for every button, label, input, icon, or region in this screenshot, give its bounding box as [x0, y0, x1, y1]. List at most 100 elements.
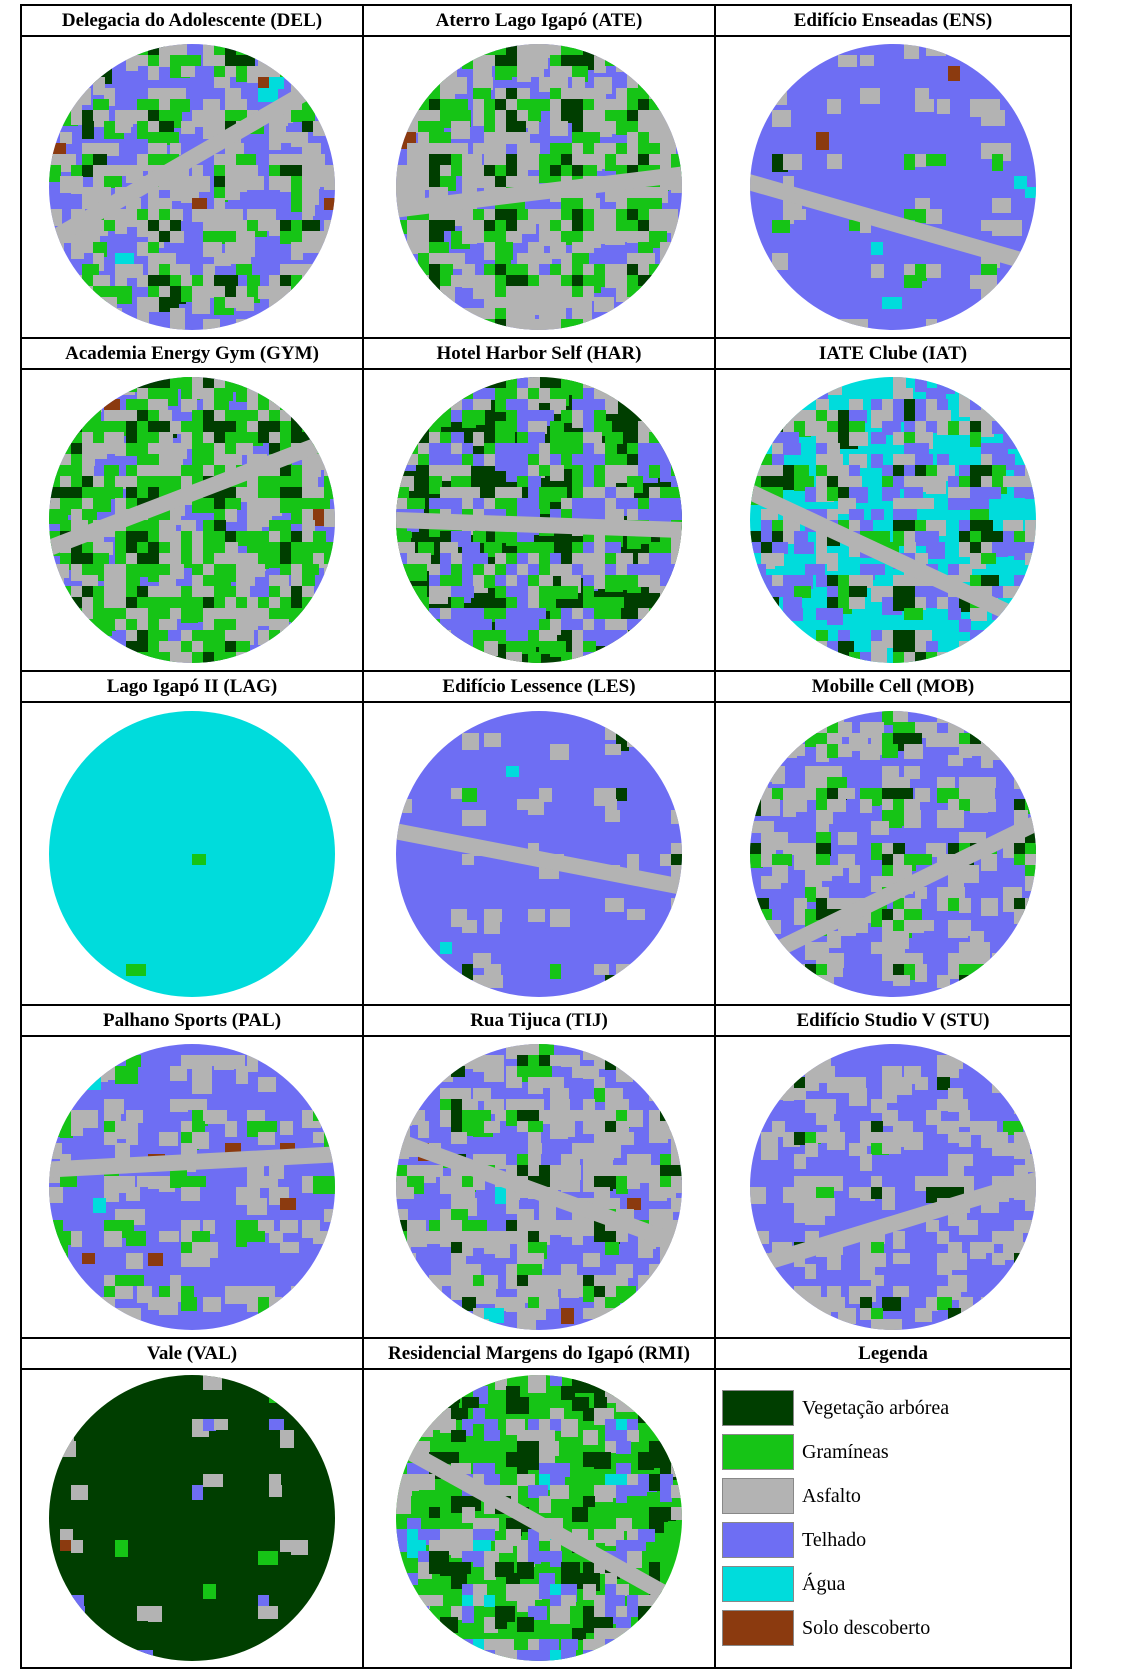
class-patch-grass	[616, 641, 636, 659]
class-patch-asphalt	[1014, 1077, 1029, 1095]
class-patch-asphalt	[638, 1044, 656, 1060]
class-patch-asphalt	[904, 1132, 923, 1150]
class-patch-asphalt	[71, 44, 88, 56]
class-patch-grass	[71, 410, 89, 423]
class-patch-roof	[805, 377, 818, 391]
class-patch-asphalt	[451, 121, 470, 139]
class-patch-asphalt	[671, 88, 682, 103]
land-cover-map-tij	[396, 1044, 682, 1330]
class-patch-asphalt	[750, 377, 765, 395]
class-patch-asphalt	[269, 1297, 282, 1313]
class-patch-grass	[407, 319, 427, 330]
class-patch-asphalt	[539, 1430, 555, 1442]
legend-item-soil: Solo descoberto	[722, 1606, 1070, 1650]
class-patch-asphalt	[605, 1628, 617, 1640]
class-patch-asphalt	[583, 242, 594, 253]
class-patch-grass	[258, 1297, 269, 1314]
class-patch-grass	[49, 421, 62, 436]
class-patch-grass	[649, 1066, 666, 1078]
panel-lag	[21, 702, 363, 1004]
class-patch-asphalt	[992, 733, 1012, 748]
class-patch-asphalt	[671, 920, 682, 934]
class-patch-asphalt	[959, 1297, 973, 1313]
class-patch-asphalt	[860, 55, 874, 66]
class-patch-asphalt	[313, 1132, 324, 1143]
class-patch-asphalt	[660, 421, 673, 434]
class-patch-roof	[871, 564, 885, 575]
class-patch-asphalt	[137, 308, 149, 324]
class-patch-asphalt	[605, 1650, 619, 1661]
class-patch-roof	[550, 1551, 562, 1567]
class-patch-asphalt	[236, 575, 255, 586]
class-patch-asphalt	[605, 898, 624, 912]
class-patch-asphalt	[616, 1319, 630, 1330]
class-patch-grass	[638, 297, 652, 315]
site-title-les: Edifício Lessence (LES)	[363, 671, 715, 702]
class-patch-roof	[528, 1650, 539, 1661]
class-patch-grass	[827, 744, 838, 758]
class-patch-grass	[258, 377, 276, 389]
class-patch-grass	[970, 432, 981, 447]
class-patch-asphalt	[1014, 586, 1029, 603]
class-patch-grass	[396, 1231, 407, 1246]
class-patch-asphalt	[407, 1044, 423, 1058]
class-patch-roof	[638, 399, 658, 412]
class-patch-roof	[794, 652, 806, 663]
class-patch-asphalt	[660, 733, 673, 750]
class-patch-asphalt	[418, 308, 438, 324]
class-patch-asphalt	[462, 308, 474, 321]
class-patch-grass	[126, 1231, 146, 1246]
class-patch-asphalt	[462, 854, 474, 865]
class-patch-water	[484, 1308, 504, 1323]
class-patch-asphalt	[159, 1231, 179, 1242]
class-patch-asphalt	[60, 297, 78, 314]
class-patch-asphalt	[396, 1088, 414, 1104]
class-patch-roof	[616, 630, 627, 648]
class-patch-roof	[750, 432, 764, 449]
class-patch-roof	[396, 1540, 408, 1552]
class-patch-grass	[904, 154, 915, 170]
class-patch-asphalt	[616, 964, 630, 978]
class-patch-asphalt	[93, 308, 112, 326]
class-patch-asphalt	[981, 799, 996, 812]
class-patch-grass	[396, 531, 411, 542]
class-patch-roof	[660, 454, 677, 466]
class-patch-grass	[302, 597, 314, 608]
class-patch-asphalt	[616, 44, 633, 56]
class-patch-asphalt	[302, 66, 313, 79]
class-patch-water	[269, 77, 284, 89]
class-patch-tree	[638, 1408, 652, 1423]
class-patch-asphalt	[761, 821, 774, 832]
class-patch-asphalt	[616, 55, 632, 72]
class-patch-asphalt	[269, 1231, 283, 1243]
class-patch-asphalt	[1014, 597, 1032, 611]
class-patch-asphalt	[258, 209, 276, 221]
class-patch-asphalt	[539, 388, 550, 403]
class-patch-asphalt	[671, 55, 682, 71]
class-patch-roof	[1025, 443, 1036, 456]
class-patch-asphalt	[959, 1154, 973, 1166]
class-patch-asphalt	[959, 421, 971, 435]
class-patch-asphalt	[462, 733, 479, 750]
class-patch-asphalt	[291, 388, 309, 403]
class-patch-asphalt	[1014, 1088, 1025, 1102]
class-patch-grass	[60, 421, 80, 433]
class-patch-asphalt	[517, 176, 528, 187]
class-patch-tree	[660, 1099, 678, 1112]
class-patch-tree	[451, 1066, 465, 1077]
panel-pal	[21, 1036, 363, 1338]
class-patch-roof	[671, 410, 682, 421]
class-patch-grass	[236, 1231, 247, 1247]
class-patch-grass	[71, 388, 84, 399]
class-patch-grass	[671, 575, 682, 589]
class-patch-asphalt	[462, 810, 473, 826]
class-patch-asphalt	[671, 909, 682, 922]
class-patch-asphalt	[660, 854, 672, 866]
class-patch-asphalt	[506, 176, 517, 187]
class-patch-asphalt	[959, 1110, 970, 1127]
class-patch-asphalt	[926, 476, 946, 494]
class-patch-asphalt	[1025, 553, 1036, 565]
class-patch-asphalt	[981, 1242, 994, 1253]
class-patch-asphalt	[247, 652, 265, 663]
class-patch-asphalt	[49, 242, 64, 255]
